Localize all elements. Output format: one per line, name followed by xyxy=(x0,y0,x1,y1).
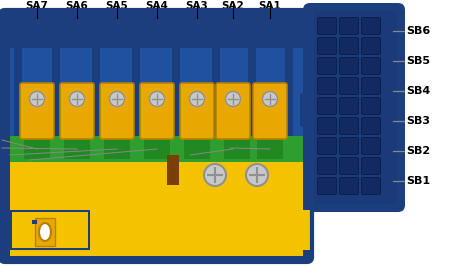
FancyBboxPatch shape xyxy=(253,83,287,139)
FancyBboxPatch shape xyxy=(318,138,337,155)
Text: SB2: SB2 xyxy=(406,146,430,156)
FancyBboxPatch shape xyxy=(361,57,381,74)
FancyBboxPatch shape xyxy=(100,83,134,139)
Bar xyxy=(10,136,303,162)
FancyBboxPatch shape xyxy=(339,177,359,194)
Text: SB5: SB5 xyxy=(406,56,430,66)
FancyBboxPatch shape xyxy=(300,93,314,127)
FancyBboxPatch shape xyxy=(339,77,359,94)
FancyBboxPatch shape xyxy=(318,77,337,94)
FancyBboxPatch shape xyxy=(361,98,381,114)
FancyBboxPatch shape xyxy=(318,118,337,135)
Bar xyxy=(172,18,180,163)
Bar xyxy=(24,139,50,159)
FancyBboxPatch shape xyxy=(361,138,381,155)
Bar xyxy=(10,210,90,250)
FancyBboxPatch shape xyxy=(318,157,337,174)
FancyBboxPatch shape xyxy=(318,38,337,55)
Circle shape xyxy=(204,164,226,186)
FancyBboxPatch shape xyxy=(318,98,337,114)
Bar xyxy=(132,18,140,163)
Circle shape xyxy=(262,92,278,106)
Bar xyxy=(32,220,37,224)
Bar xyxy=(285,18,293,163)
FancyBboxPatch shape xyxy=(339,18,359,35)
Text: SA3: SA3 xyxy=(185,1,208,11)
FancyBboxPatch shape xyxy=(339,57,359,74)
Circle shape xyxy=(225,92,240,106)
Bar xyxy=(224,139,250,159)
FancyBboxPatch shape xyxy=(361,77,381,94)
FancyBboxPatch shape xyxy=(310,10,398,205)
Bar xyxy=(144,139,170,159)
Circle shape xyxy=(30,92,45,106)
Text: SB1: SB1 xyxy=(406,176,430,186)
FancyBboxPatch shape xyxy=(339,38,359,55)
Bar xyxy=(14,18,22,163)
FancyBboxPatch shape xyxy=(318,57,337,74)
Text: SA4: SA4 xyxy=(145,1,168,11)
FancyBboxPatch shape xyxy=(140,83,174,139)
Circle shape xyxy=(149,92,165,106)
Text: SB3: SB3 xyxy=(406,116,430,126)
Bar xyxy=(92,18,100,163)
FancyBboxPatch shape xyxy=(339,138,359,155)
Bar xyxy=(167,155,179,185)
FancyBboxPatch shape xyxy=(318,18,337,35)
Text: SB6: SB6 xyxy=(406,26,430,36)
FancyBboxPatch shape xyxy=(361,118,381,135)
Circle shape xyxy=(246,164,268,186)
Bar xyxy=(257,139,283,159)
FancyBboxPatch shape xyxy=(339,98,359,114)
FancyBboxPatch shape xyxy=(180,83,214,139)
Bar xyxy=(52,18,60,163)
FancyBboxPatch shape xyxy=(20,83,54,139)
FancyBboxPatch shape xyxy=(361,38,381,55)
Bar xyxy=(90,210,310,250)
FancyBboxPatch shape xyxy=(60,83,94,139)
Bar xyxy=(104,139,130,159)
FancyBboxPatch shape xyxy=(361,157,381,174)
FancyBboxPatch shape xyxy=(361,18,381,35)
FancyBboxPatch shape xyxy=(0,9,313,263)
Text: SB4: SB4 xyxy=(406,86,430,96)
Bar xyxy=(10,162,303,256)
Text: SA1: SA1 xyxy=(259,1,281,11)
Text: SA2: SA2 xyxy=(221,1,244,11)
Ellipse shape xyxy=(39,223,51,241)
Bar xyxy=(10,18,303,48)
Bar xyxy=(64,139,90,159)
Text: SA7: SA7 xyxy=(26,1,49,11)
FancyBboxPatch shape xyxy=(339,118,359,135)
FancyBboxPatch shape xyxy=(361,177,381,194)
Bar xyxy=(35,218,55,246)
Bar xyxy=(212,18,220,163)
Circle shape xyxy=(189,92,204,106)
FancyBboxPatch shape xyxy=(216,83,250,139)
Circle shape xyxy=(69,92,85,106)
Bar xyxy=(184,139,210,159)
Bar xyxy=(10,18,303,253)
Bar xyxy=(12,212,88,248)
Text: SA5: SA5 xyxy=(106,1,128,11)
FancyBboxPatch shape xyxy=(339,157,359,174)
Bar xyxy=(248,18,256,163)
Bar xyxy=(10,18,303,163)
FancyBboxPatch shape xyxy=(303,3,405,212)
Circle shape xyxy=(109,92,125,106)
FancyBboxPatch shape xyxy=(318,177,337,194)
Text: SA6: SA6 xyxy=(66,1,88,11)
